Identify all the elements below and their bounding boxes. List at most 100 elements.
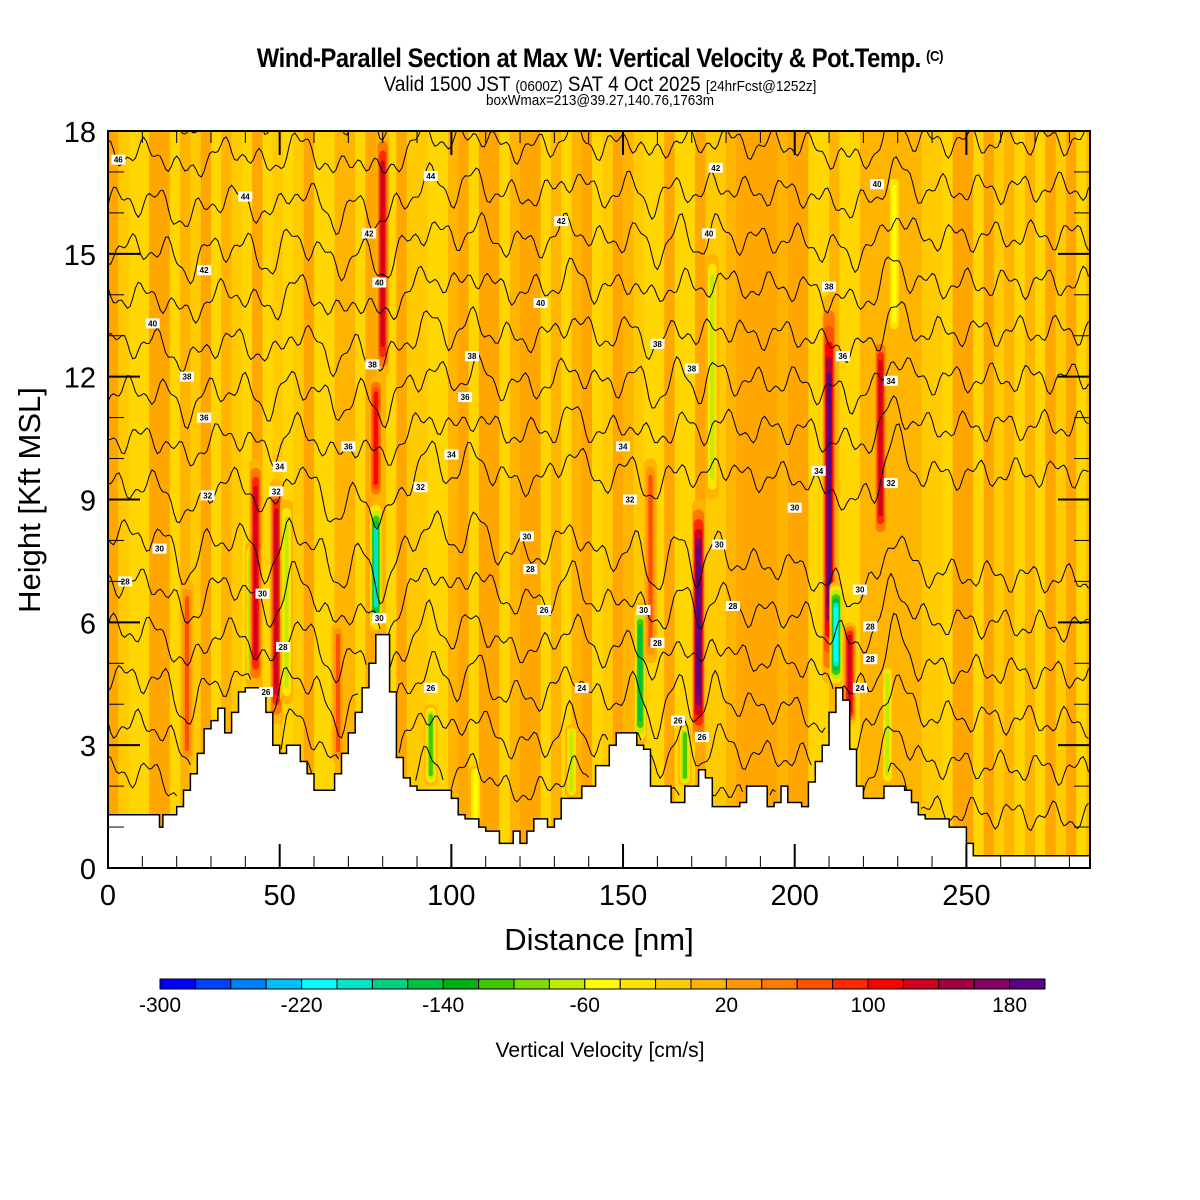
contour-label-text: 40 xyxy=(873,180,882,189)
contour-label: 26 xyxy=(537,605,552,615)
box-wmax-line: boxWmax=213@39.27,140.76,1763m xyxy=(486,92,714,109)
contour-label: 44 xyxy=(423,171,438,181)
w-streak xyxy=(303,131,315,868)
w-streak xyxy=(169,131,181,868)
contour-label-text: 36 xyxy=(200,414,209,423)
w-streak xyxy=(458,131,469,868)
w-streak xyxy=(756,131,768,868)
w-streak xyxy=(478,131,490,868)
contour-label-box xyxy=(519,531,534,542)
y-tick-label: 3 xyxy=(80,731,96,763)
theta-contour-26 xyxy=(108,598,1090,695)
contour-label-text: 38 xyxy=(825,283,834,292)
w-streak xyxy=(736,131,747,868)
colorbar-segment xyxy=(761,978,798,990)
colorbar-tick-label: 20 xyxy=(715,994,738,1017)
w-feature xyxy=(833,606,838,663)
contour-label-box xyxy=(622,494,637,505)
w-streak xyxy=(324,131,335,868)
colorbar-segment xyxy=(194,978,232,990)
w-streak xyxy=(231,131,242,868)
subtitle-utc: (0600Z) xyxy=(515,78,563,95)
colorbar-segment xyxy=(832,978,869,990)
contour-label-text: 34 xyxy=(886,377,895,386)
theta-contour-38 xyxy=(108,301,1090,378)
contour-label-box xyxy=(650,338,665,349)
theta-contour-34 xyxy=(108,394,1089,467)
contour-label-text: 26 xyxy=(426,684,435,693)
contour-label-box xyxy=(341,441,356,452)
contour-label: 30 xyxy=(853,584,867,595)
contour-label-box xyxy=(853,584,867,595)
contour-label-box xyxy=(787,502,802,513)
colorbar-tick-label: 180 xyxy=(992,994,1027,1017)
contour-label-text: 46 xyxy=(114,156,123,165)
contour-label-box xyxy=(684,363,699,374)
contour-label-box xyxy=(725,601,740,611)
w-streak xyxy=(787,131,799,868)
colorbar-tick-label: -300 xyxy=(139,994,181,1017)
contour-label-text: 30 xyxy=(258,590,267,599)
contour-label-box xyxy=(145,318,160,329)
colorbar-segment xyxy=(655,978,692,990)
contour-label-text: 24 xyxy=(856,684,865,693)
contour-label-box xyxy=(811,465,826,476)
contour-label-box xyxy=(372,613,387,624)
contour-label-box xyxy=(650,637,665,648)
w-feature xyxy=(638,624,643,723)
contour-label-text: 32 xyxy=(203,491,212,500)
contour-label: 46 xyxy=(111,154,126,165)
contour-label: 38 xyxy=(684,363,699,374)
x-tick-label: 100 xyxy=(427,880,475,912)
contour-label-box xyxy=(111,154,126,165)
contour-label-text: 30 xyxy=(155,545,164,554)
terrain-profile xyxy=(108,633,1090,868)
w-streak xyxy=(602,131,613,868)
contour-label-box xyxy=(197,412,212,423)
contour-label-box xyxy=(372,277,387,288)
w-streak xyxy=(664,131,675,868)
w-streak xyxy=(993,131,1005,868)
copyright-mark: (C) xyxy=(926,48,944,65)
contour-label: 38 xyxy=(465,351,479,362)
w-streak xyxy=(149,131,160,868)
contour-label-text: 32 xyxy=(625,496,634,505)
contour-label-text: 26 xyxy=(261,688,270,697)
theta-contour-42 xyxy=(108,211,1090,285)
contour-label: 32 xyxy=(200,490,215,501)
contour-label: 34 xyxy=(444,449,459,460)
contour-label-box xyxy=(835,351,850,362)
theta-contour-36 xyxy=(108,353,1090,430)
w-streak xyxy=(705,131,716,868)
w-feature xyxy=(373,391,378,485)
x-tick-label: 200 xyxy=(771,880,819,912)
contour-label: 34 xyxy=(272,461,287,472)
contour-label-text: 34 xyxy=(619,442,628,451)
contour-label: 30 xyxy=(152,543,167,554)
w-feature xyxy=(878,360,883,516)
w-streak xyxy=(437,131,448,868)
theta-contour-40 xyxy=(108,256,1090,324)
contour-label: 40 xyxy=(372,277,387,288)
contour-label-text: 36 xyxy=(344,442,353,451)
colorbar-segment xyxy=(796,978,834,990)
w-streak xyxy=(314,131,325,868)
w-streak xyxy=(417,131,428,868)
contour-label: 26 xyxy=(695,732,709,742)
colorbar-tick-label: -60 xyxy=(570,994,600,1017)
contour-label-box xyxy=(870,179,885,190)
colorbar-segment xyxy=(867,978,904,990)
theta-contour-32 xyxy=(108,423,1089,530)
contour-label-text: 38 xyxy=(653,340,662,349)
subtitle-forecast: [24hrFcst@1252z] xyxy=(705,78,817,95)
contour-label-box xyxy=(822,281,836,292)
contour-label-text: 40 xyxy=(536,299,545,308)
contour-label-box xyxy=(616,441,630,452)
colorbar: -300 -220 -140 -60 20 100 180 xyxy=(139,978,1046,1017)
w-feature xyxy=(184,596,190,751)
contour-label: 36 xyxy=(197,412,212,423)
contour-label: 28 xyxy=(523,564,538,575)
contour-label-text: 28 xyxy=(728,602,737,611)
contour-label-text: 28 xyxy=(653,639,662,648)
